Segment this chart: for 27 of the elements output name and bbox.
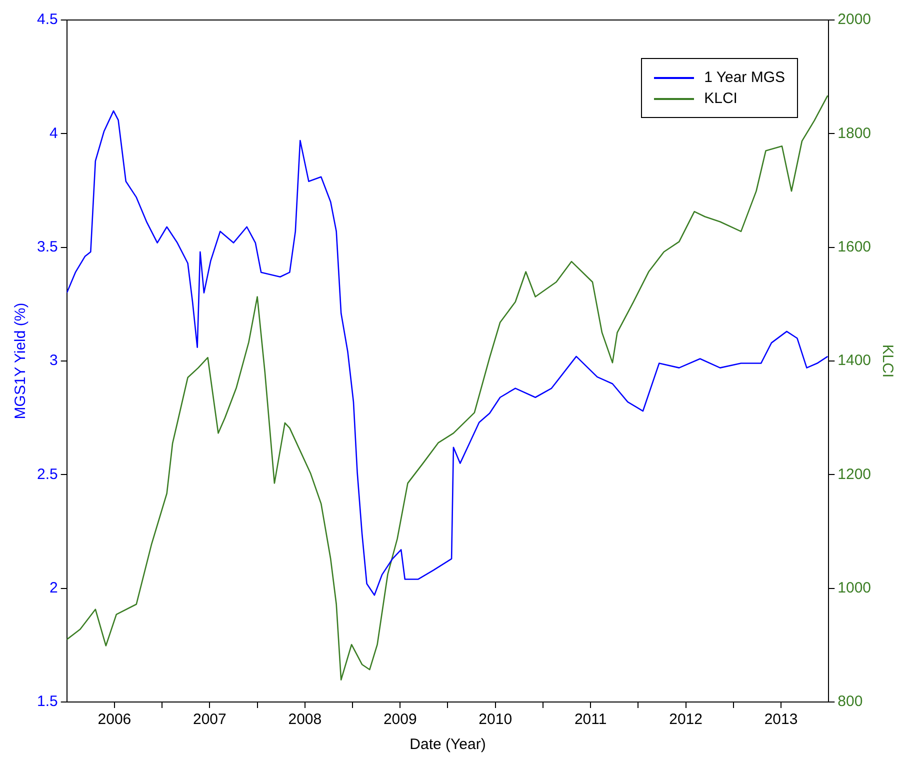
y2-tick-label: 1800 — [838, 124, 872, 142]
legend-label: KLCI — [704, 90, 738, 107]
y-tick-label: 3.5 — [36, 238, 58, 256]
y-axis-title: MGS1Y Yield (%) — [12, 302, 30, 420]
y-tick-label: 3 — [50, 352, 58, 370]
y2-tick-label: 1600 — [838, 238, 872, 256]
x-tick-label: 2013 — [764, 711, 798, 728]
y2-tick-label: 1400 — [838, 352, 872, 370]
y-tick-label: 4 — [50, 124, 58, 142]
x-tick-label: 2007 — [193, 711, 226, 728]
x-tick-label: 2012 — [669, 711, 702, 728]
x-tick-label: 2008 — [288, 711, 322, 728]
x-tick-label: 2010 — [478, 711, 512, 728]
x-axis-title: Date (Year) — [410, 736, 486, 754]
x-tick-label: 2011 — [574, 711, 607, 728]
y2-tick-label: 2000 — [838, 11, 872, 28]
y-tick-label: 4.5 — [36, 11, 58, 28]
x-tick-label: 2009 — [383, 711, 417, 728]
y2-tick-label: 800 — [838, 693, 863, 710]
y-tick-label: 2 — [50, 579, 58, 596]
y2-tick-label: 1000 — [838, 579, 872, 596]
y-tick-label: 2.5 — [36, 466, 58, 483]
x-tick-label: 2006 — [98, 711, 132, 728]
y2-tick-label: 1200 — [838, 466, 872, 483]
legend-label: 1 Year MGS — [704, 69, 785, 86]
y-tick-label: 1.5 — [36, 693, 58, 710]
y2-axis-title: KLCI — [878, 344, 896, 378]
